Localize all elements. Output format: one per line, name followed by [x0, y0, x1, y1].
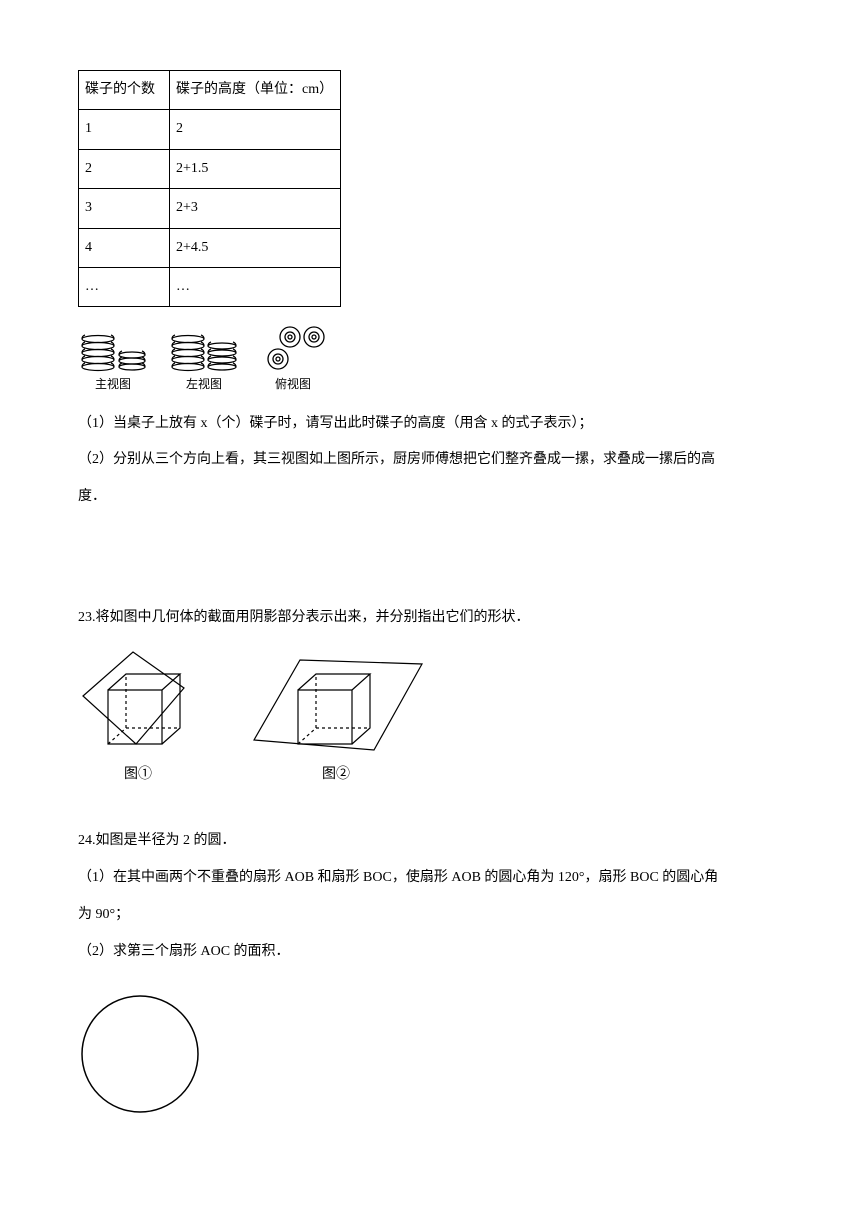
table-row: 4 2+4.5 [79, 228, 341, 267]
data-table: 碟子的个数 碟子的高度（单位：cm） 1 2 2 2+1.5 3 2+3 4 2… [78, 70, 341, 307]
q24-part2: （2）求第三个扇形 AOC 的面积． [78, 937, 782, 968]
table-cell: … [170, 267, 341, 306]
table-cell: 3 [79, 189, 170, 228]
circle-icon [78, 991, 208, 1117]
front-view: 主视图 [78, 325, 148, 394]
side-view: 左视图 [168, 325, 240, 394]
cube-section-2-icon [246, 648, 426, 758]
top-view-label: 俯视图 [275, 375, 311, 394]
front-view-icon [78, 325, 148, 373]
table-row: 碟子的个数 碟子的高度（单位：cm） [79, 71, 341, 110]
q22-part1: （1）当桌子上放有 x（个）碟子时，请写出此时碟子的高度（用含 x 的式子表示）… [78, 409, 782, 440]
q24-part1b: 为 90°； [78, 900, 782, 931]
q23-fig2: 图② [246, 648, 426, 786]
q22-part2: （2）分别从三个方向上看，其三视图如上图所示，厨房师傅想把它们整齐叠成一摞，求叠… [78, 445, 782, 476]
side-view-icon [168, 325, 240, 373]
table-cell: … [79, 267, 170, 306]
q23-fig1: 图① [78, 648, 198, 786]
table-row: … … [79, 267, 341, 306]
table-row: 3 2+3 [79, 189, 341, 228]
table-row: 2 2+1.5 [79, 149, 341, 188]
table-row: 1 2 [79, 110, 341, 149]
table-cell: 2+1.5 [170, 149, 341, 188]
cube-section-1-icon [78, 648, 198, 758]
table-cell: 2 [79, 149, 170, 188]
q23-fig1-label: 图① [124, 764, 152, 786]
q23-figures: 图① 图② [78, 648, 782, 786]
q23-fig2-label: 图② [322, 764, 350, 786]
three-views: 主视图 左视图 俯视图 [78, 325, 782, 394]
top-view-icon [260, 325, 326, 373]
q22-part2b: 度． [78, 482, 782, 513]
table-cell: 1 [79, 110, 170, 149]
q24-part1: （1）在其中画两个不重叠的扇形 AOB 和扇形 BOC，使扇形 AOB 的圆心角… [78, 863, 782, 894]
front-view-label: 主视图 [95, 375, 131, 394]
table-header-cell: 碟子的高度（单位：cm） [170, 71, 341, 110]
q23-text: 23.将如图中几何体的截面用阴影部分表示出来，并分别指出它们的形状． [78, 603, 782, 634]
table-cell: 2+3 [170, 189, 341, 228]
table-cell: 4 [79, 228, 170, 267]
table-cell: 2+4.5 [170, 228, 341, 267]
table-cell: 2 [170, 110, 341, 149]
table-header-cell: 碟子的个数 [79, 71, 170, 110]
top-view: 俯视图 [260, 325, 326, 394]
side-view-label: 左视图 [186, 375, 222, 394]
q24-intro: 24.如图是半径为 2 的圆． [78, 826, 782, 857]
